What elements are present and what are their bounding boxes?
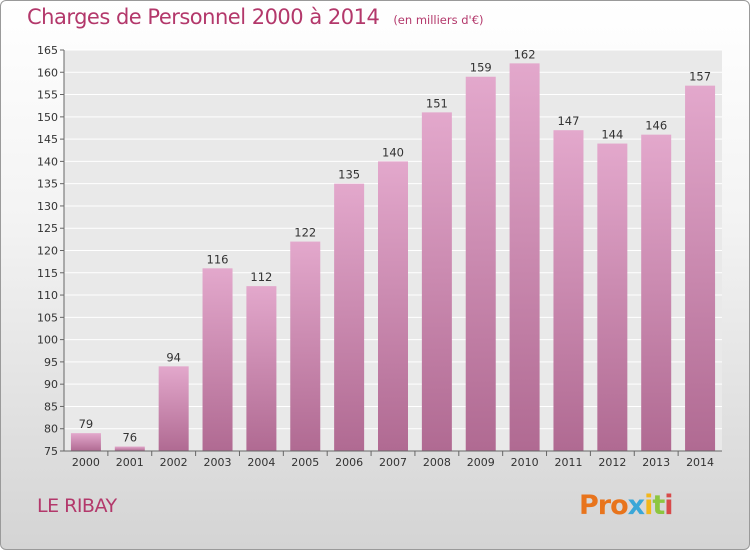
- bar: [465, 76, 496, 451]
- y-tick-label: 120: [37, 245, 58, 258]
- y-tick-label: 165: [37, 44, 58, 57]
- x-tick-label: 2012: [598, 456, 626, 469]
- bar: [158, 366, 189, 451]
- bar: [685, 85, 716, 452]
- y-tick-label: 135: [37, 178, 58, 191]
- y-tick-label: 85: [44, 400, 58, 413]
- proxiti-logo[interactable]: Proxiti: [579, 490, 674, 521]
- x-tick-label: 2000: [72, 456, 100, 469]
- bar: [246, 286, 277, 451]
- bar: [421, 112, 452, 451]
- logo-part: i: [644, 490, 653, 521]
- x-tick-label: 2002: [160, 456, 188, 469]
- bar: [70, 433, 101, 451]
- x-tick-label: 2013: [642, 456, 670, 469]
- x-tick-label: 2011: [554, 456, 582, 469]
- bar-value-label: 162: [514, 47, 536, 61]
- y-tick-label: 150: [37, 111, 58, 124]
- logo-part: Pro: [579, 490, 629, 521]
- x-tick-label: 2010: [511, 456, 539, 469]
- y-tick-label: 140: [37, 155, 58, 168]
- bar-value-label: 94: [166, 350, 181, 364]
- logo-part: i: [664, 490, 673, 521]
- bar-value-label: 146: [645, 119, 667, 133]
- y-tick-label: 125: [37, 222, 58, 235]
- x-tick-label: 2014: [686, 456, 714, 469]
- y-tick-label: 75: [44, 445, 58, 458]
- y-tick-label: 80: [44, 423, 58, 436]
- y-tick-label: 155: [37, 89, 58, 102]
- bar: [334, 183, 365, 451]
- x-tick-label: 2009: [467, 456, 495, 469]
- bar-value-label: 112: [250, 270, 272, 284]
- y-tick-label: 100: [37, 334, 58, 347]
- y-tick-label: 130: [37, 200, 58, 213]
- bar: [509, 63, 540, 451]
- logo-part: t: [652, 490, 665, 521]
- bar: [597, 143, 628, 452]
- bar: [641, 134, 672, 451]
- y-axis: 75 80 85 90 95 100 105 110 115 120 125 130 135 140 145…: [37, 44, 65, 458]
- bar: [202, 268, 233, 451]
- x-tick-label: 2008: [423, 456, 451, 469]
- bar: [114, 446, 145, 451]
- chart-header: Charges de Personnel 2000 à 2014 (en mill…: [27, 5, 484, 29]
- logo-part: x: [627, 490, 645, 521]
- bar-value-label: 140: [382, 145, 404, 159]
- bar-value-label: 147: [557, 114, 579, 128]
- y-tick-label: 95: [44, 356, 58, 369]
- x-tick-label: 2007: [379, 456, 407, 469]
- bar-value-label: 79: [79, 417, 94, 431]
- bar-value-label: 122: [294, 226, 316, 240]
- chart-title: Charges de Personnel 2000 à 2014: [27, 5, 380, 29]
- y-tick-label: 115: [37, 267, 58, 280]
- y-tick-label: 105: [37, 311, 58, 324]
- bar-value-label: 144: [601, 128, 623, 142]
- bar: [378, 161, 408, 451]
- bar: [290, 241, 321, 451]
- x-tick-label: 2006: [335, 456, 363, 469]
- x-tick-label: 2001: [116, 456, 144, 469]
- x-tick-label: 2005: [291, 456, 319, 469]
- bar-value-label: 135: [338, 168, 360, 182]
- x-tick-label: 2003: [204, 456, 232, 469]
- y-tick-label: 90: [44, 378, 58, 391]
- bar: [553, 130, 584, 451]
- bar-value-label: 76: [122, 431, 137, 445]
- bar-value-label: 151: [426, 96, 448, 110]
- bar-value-label: 116: [207, 252, 229, 266]
- chart-subtitle: (en milliers d'€): [393, 13, 484, 27]
- x-axis: 2000 2001 2002 2003 2004 2005 2006 2007 2008 2009…: [64, 450, 722, 469]
- bar-value-label: 157: [689, 70, 711, 84]
- y-tick-label: 160: [37, 66, 58, 79]
- x-tick-label: 2004: [247, 456, 275, 469]
- y-tick-label: 145: [37, 133, 58, 146]
- commune-name: LE RIBAY: [37, 495, 117, 517]
- bar-value-label: 159: [470, 61, 492, 75]
- bars: 79 76 94 116 112 122 135 140 151 159 162 147 144 146 1…: [70, 47, 716, 452]
- y-tick-label: 110: [37, 289, 58, 302]
